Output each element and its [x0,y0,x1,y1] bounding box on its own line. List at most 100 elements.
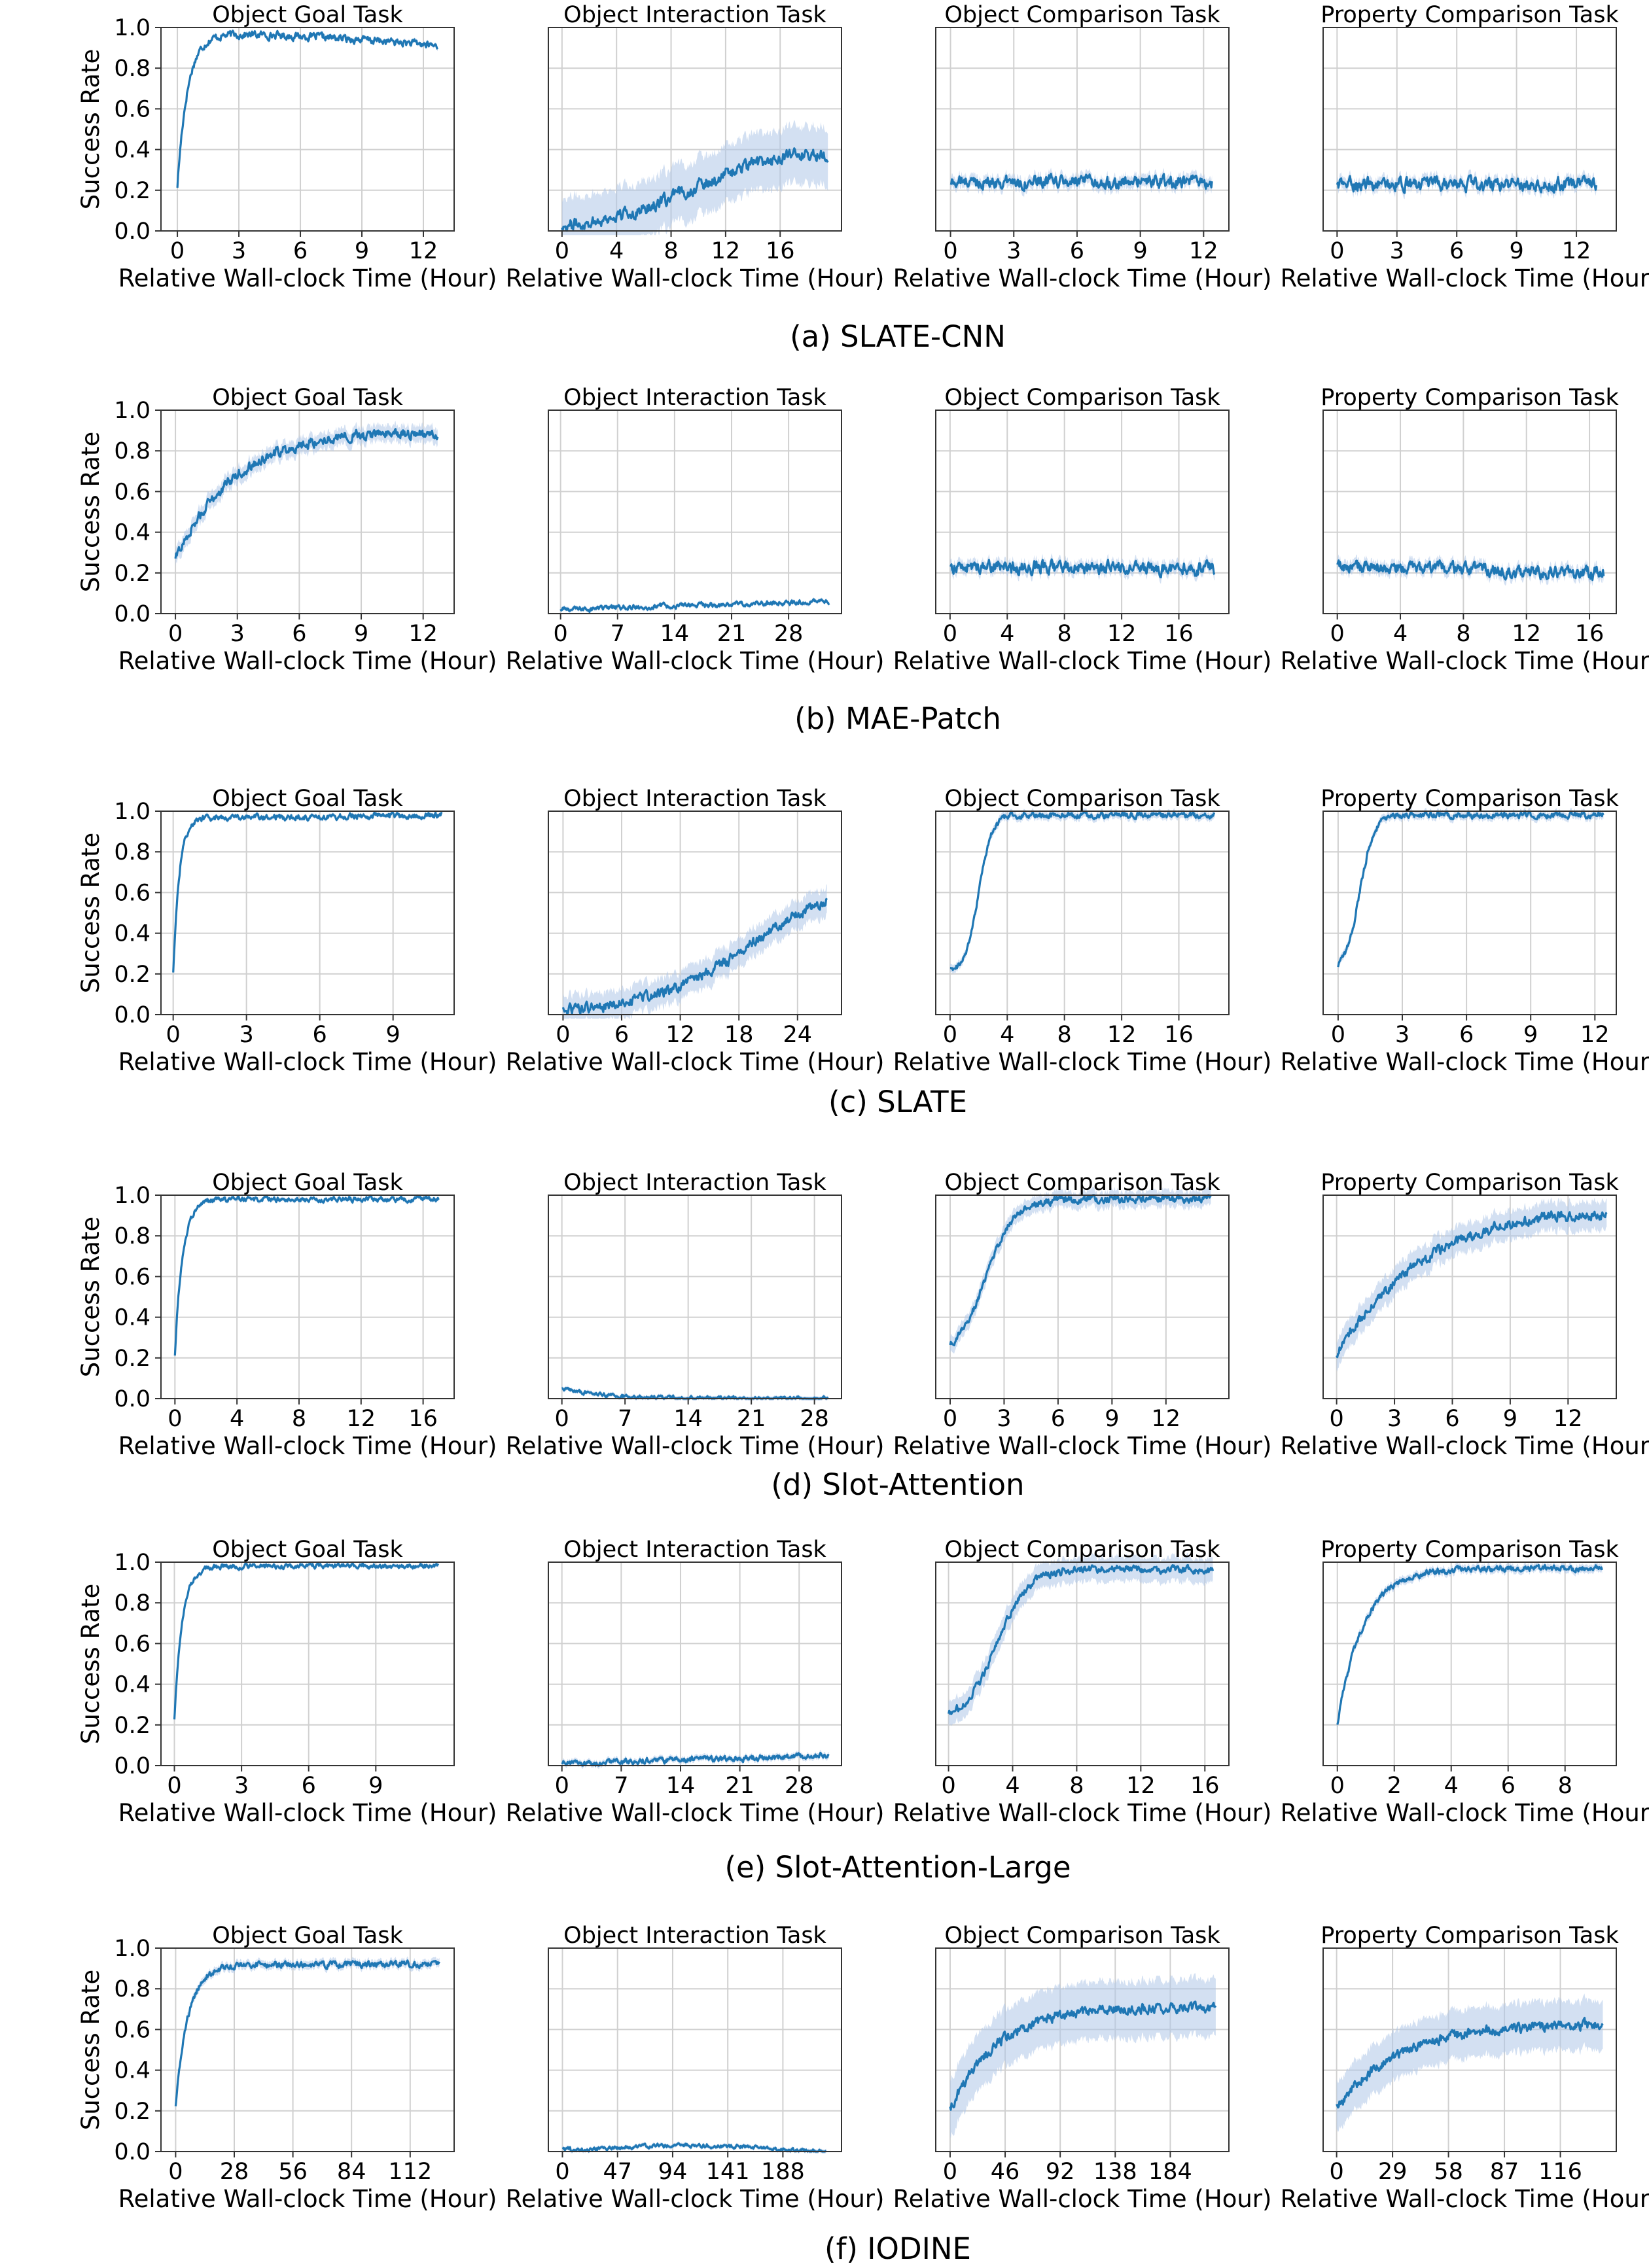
panel-title: Object Goal Task [212,786,403,812]
x-tick-label: 6 [293,238,308,264]
confidence-band [563,884,827,1019]
x-tick-label: 184 [1148,2159,1192,2185]
y-tick-label: 0.0 [114,1753,151,1779]
x-tick-label: 4 [609,238,624,264]
y-tick-label: 0.8 [114,839,151,865]
plot-frame [1322,1195,1617,1399]
x-tick-label: 6 [1051,1406,1065,1432]
x-tick-label: 6 [1070,238,1084,264]
plot-frame [1322,1947,1617,2152]
confidence-band [1338,807,1604,971]
x-axis-label: Relative Wall-clock Time (Hour) [893,264,1272,292]
x-tick-label: 3 [1395,1022,1410,1048]
success-rate-line [174,428,439,559]
x-tick-label: 92 [1046,2159,1075,2185]
x-axis-label: Relative Wall-clock Time (Hour) [506,647,885,675]
x-tick-label: 6 [1449,238,1464,264]
x-tick-label: 12 [1189,238,1218,264]
x-tick-label: 0 [941,1773,955,1799]
x-tick-label: 12 [665,1022,695,1048]
plot-frame [160,1947,455,2152]
success-rate-line [1337,810,1605,968]
x-tick-label: 12 [1512,621,1541,647]
y-axis-label: Success Rate [77,833,105,994]
y-tick-label: 0.6 [114,1264,151,1290]
x-tick-label: 3 [232,238,246,264]
success-rate-line [1336,2017,1604,2109]
y-tick-label: 0.6 [114,880,151,906]
subplot: 0 28 56 84 112 0.0 0.2 0.4 0.6 0.8 1.0 Success Rate… [77,1923,497,2213]
x-tick-label: 141 [706,2159,750,2185]
x-tick-label: 24 [783,1022,813,1048]
success-rate-line [174,1959,440,2106]
x-tick-label: 4 [230,1406,244,1432]
panel-title: Object Comparison Task [944,1537,1220,1563]
y-tick-label: 0.8 [114,1590,151,1616]
x-tick-label: 7 [614,1773,628,1799]
x-tick-label: 21 [737,1406,766,1432]
panel-title: Object Goal Task [212,1923,403,1949]
y-tick-label: 0.4 [114,921,151,947]
x-tick-label: 0 [556,1022,570,1048]
y-tick-label: 0.0 [114,2139,151,2165]
plot-frame [548,811,842,1015]
subplot: 0 3 6 9 12 0.0 0.2 0.4 0.6 0.8 1.0 Success Rate Rela… [77,385,497,675]
x-tick-label: 3 [234,1773,249,1799]
y-tick-label: 0.4 [114,520,151,546]
confidence-band [949,807,1215,974]
success-rate-line [949,1194,1212,1347]
confidence-band [1337,1561,1603,1729]
success-rate-line [1336,1563,1603,1725]
subplot: 0 3 6 9 12 0.0 0.2 0.4 0.6 0.8 1.0 Success Rate Rela… [77,2,497,292]
grid-lines [1323,811,1616,1015]
x-tick-label: 0 [168,1406,182,1432]
grid-lines [548,1947,842,2152]
x-axis-label: Relative Wall-clock Time (Hour) [1281,2185,1649,2213]
x-tick-label: 6 [1459,1022,1474,1048]
y-tick-label: 0.8 [114,56,151,82]
x-tick-label: 0 [166,1022,181,1048]
x-tick-label: 16 [1164,621,1194,647]
y-tick-label: 0.2 [114,1346,151,1372]
x-tick-label: 6 [302,1773,316,1799]
plot-frame [935,27,1230,232]
y-tick-label: 1.0 [114,1936,151,1962]
x-tick-label: 21 [717,621,747,647]
x-tick-label: 8 [1069,1773,1084,1799]
grid-lines [936,410,1229,614]
y-axis-label: Success Rate [77,432,105,593]
x-tick-label: 9 [1105,1406,1119,1432]
x-axis-label: Relative Wall-clock Time (Hour) [506,1799,885,1827]
x-tick-label: 9 [368,1773,383,1799]
y-tick-label: 0.0 [114,1386,151,1412]
x-tick-label: 8 [1558,1773,1572,1799]
panel-title: Object Interaction Task [563,1170,826,1196]
x-tick-label: 29 [1378,2159,1408,2185]
grid-lines [161,1561,454,1766]
y-axis-label: Success Rate [77,1584,105,1745]
x-tick-label: 116 [1538,2159,1582,2185]
x-tick-label: 12 [1126,1773,1156,1799]
y-axis-label: Success Rate [77,1217,105,1378]
x-tick-label: 2 [1387,1773,1402,1799]
x-tick-label: 12 [1107,621,1137,647]
panel-title: Object Comparison Task [944,786,1220,812]
x-tick-label: 16 [1190,1773,1220,1799]
panel-title: Object Interaction Task [563,1923,826,1949]
panel-title: Property Comparison Task [1321,786,1619,812]
panel-title: Object Interaction Task [563,786,826,812]
x-tick-label: 58 [1434,2159,1463,2185]
success-rate-line [559,598,830,613]
grid-lines [161,1195,454,1399]
x-tick-label: 0 [554,621,568,647]
x-tick-label: 0 [1331,1022,1345,1048]
x-axis-label: Relative Wall-clock Time (Hour) [118,1799,497,1827]
